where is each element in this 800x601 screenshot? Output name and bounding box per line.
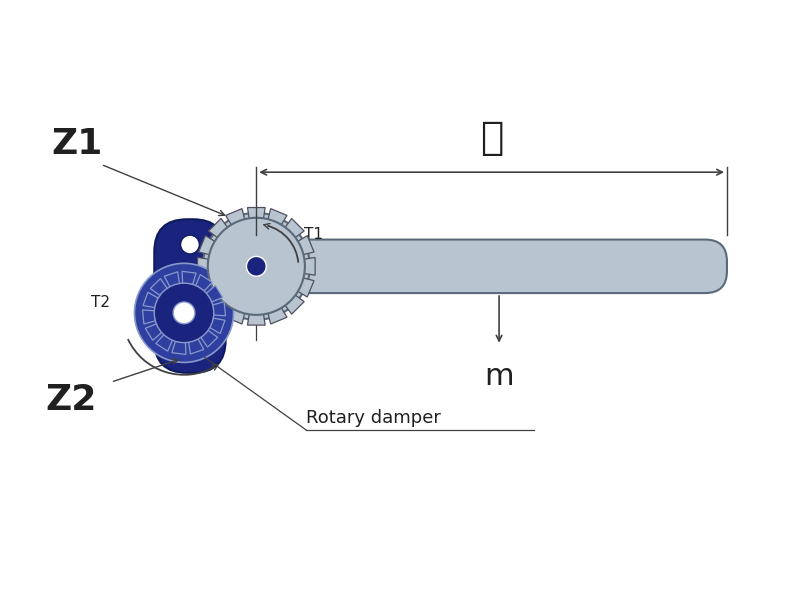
Polygon shape [172,341,186,355]
Text: Rotary damper: Rotary damper [306,409,441,427]
Polygon shape [247,314,265,325]
Polygon shape [198,257,208,275]
Text: Z1: Z1 [51,127,102,162]
Circle shape [181,338,199,357]
Circle shape [154,283,214,343]
Polygon shape [198,236,214,255]
FancyBboxPatch shape [154,219,226,373]
Polygon shape [213,302,226,316]
Polygon shape [201,331,218,347]
Polygon shape [268,209,287,225]
Polygon shape [285,295,304,314]
Polygon shape [304,257,315,275]
Polygon shape [189,339,204,354]
Polygon shape [285,219,304,237]
Circle shape [173,302,195,324]
Polygon shape [198,278,214,297]
Polygon shape [268,308,287,324]
Polygon shape [210,318,225,334]
Polygon shape [247,207,265,218]
Circle shape [208,218,305,315]
Polygon shape [182,271,196,284]
Text: ℓ: ℓ [480,120,503,157]
Polygon shape [143,292,158,308]
Polygon shape [150,279,167,296]
Polygon shape [196,275,212,291]
Text: m: m [484,362,514,391]
Text: T2: T2 [90,296,110,311]
Polygon shape [164,272,179,287]
Polygon shape [156,335,172,351]
Text: Z2: Z2 [46,383,97,417]
Polygon shape [226,209,245,225]
Text: T1: T1 [304,227,323,242]
Circle shape [203,213,310,320]
Polygon shape [142,310,155,324]
Polygon shape [206,285,222,302]
FancyBboxPatch shape [251,240,727,293]
Polygon shape [298,278,314,297]
Polygon shape [146,324,162,340]
Circle shape [246,257,266,276]
Circle shape [134,263,234,362]
Polygon shape [298,236,314,255]
Bar [254,242,312,291]
Polygon shape [226,308,245,324]
Circle shape [181,235,199,254]
Polygon shape [209,219,227,237]
Polygon shape [209,295,227,314]
